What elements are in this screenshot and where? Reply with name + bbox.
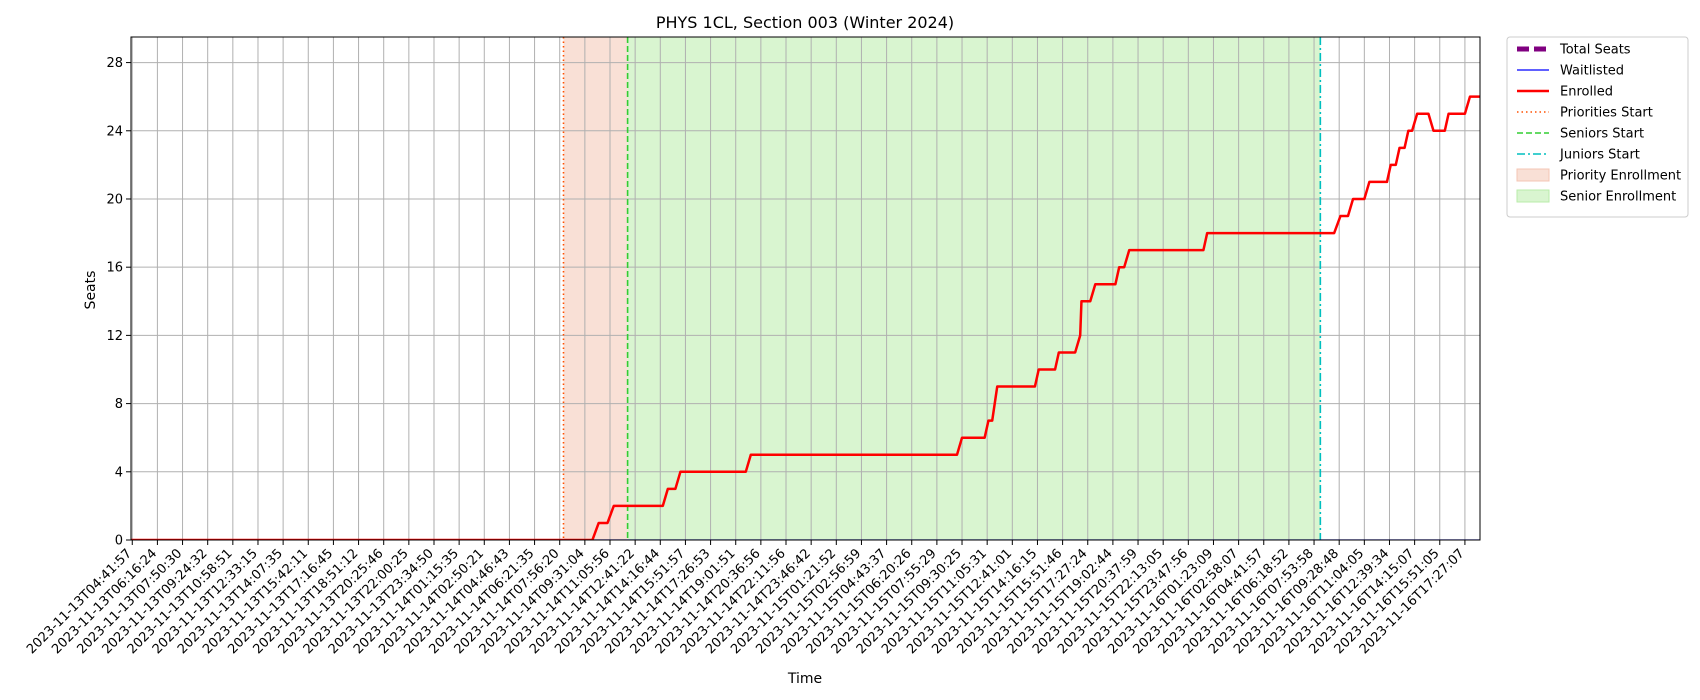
legend-label-enrolled: Enrolled bbox=[1560, 85, 1613, 100]
y-tick-label: 28 bbox=[106, 56, 123, 71]
y-tick-label: 8 bbox=[115, 397, 123, 412]
legend: Total Seats Waitlisted Enrolled Priorities … bbox=[1506, 36, 1689, 218]
series-enrolled bbox=[131, 95, 1480, 540]
y-tick-label: 0 bbox=[115, 534, 123, 549]
legend-label-priorities-start: Priorities Start bbox=[1560, 106, 1653, 121]
y-tick-label: 20 bbox=[106, 192, 123, 207]
legend-label-priority-enrollment: Priority Enrollment bbox=[1560, 169, 1681, 184]
plot-frame bbox=[130, 36, 1481, 541]
shaded-region-senior-enrollment bbox=[627, 37, 1321, 540]
legend-frame bbox=[1506, 36, 1689, 218]
series-group bbox=[131, 95, 1480, 540]
shaded-region-priority-enrollment bbox=[563, 37, 628, 540]
grid-lines bbox=[131, 37, 1480, 541]
chart-title: PHYS 1CL, Section 003 (Winter 2024) bbox=[656, 13, 954, 32]
legend-label-seniors-start: Seniors Start bbox=[1560, 127, 1644, 142]
legend-swatch-priority-enrollment bbox=[1516, 168, 1550, 182]
x-axis-label: Time bbox=[787, 671, 822, 687]
legend-label-senior-enrollment: Senior Enrollment bbox=[1560, 190, 1676, 205]
legend-label-total-seats: Total Seats bbox=[1559, 43, 1631, 58]
y-axis-label: Seats bbox=[83, 271, 99, 310]
y-tick-label: 12 bbox=[106, 329, 123, 344]
legend-label-waitlisted: Waitlisted bbox=[1560, 64, 1624, 79]
y-tick-label: 24 bbox=[106, 124, 123, 139]
y-tick-label: 16 bbox=[106, 261, 123, 276]
plot-area: 04812162024282023-11-13T04:41:572023-11-… bbox=[24, 36, 1481, 657]
legend-swatch-senior-enrollment bbox=[1516, 189, 1550, 203]
y-tick-label: 4 bbox=[115, 465, 123, 480]
legend-label-juniors-start: Juniors Start bbox=[1559, 148, 1640, 163]
